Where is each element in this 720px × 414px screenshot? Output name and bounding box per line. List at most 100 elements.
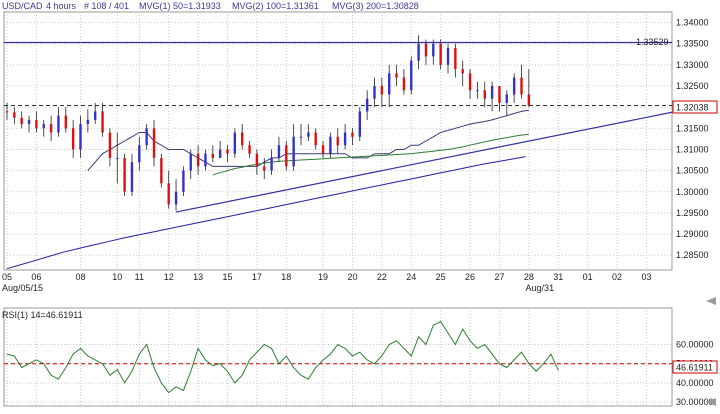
candle-body <box>461 69 464 74</box>
candle-body <box>167 183 170 205</box>
rsi-tick-label: 30.00000 <box>676 397 714 407</box>
candle-body <box>432 43 435 57</box>
candle-body <box>468 73 472 91</box>
price-tick-label: 1.30500 <box>676 166 709 176</box>
price-tick-label: 1.34000 <box>676 18 709 28</box>
candle-body <box>490 86 494 99</box>
candle-body <box>527 94 531 106</box>
time-tick-label: 27 <box>494 272 504 282</box>
level-label: 1.33529 <box>636 37 669 47</box>
candle-body <box>79 124 82 150</box>
time-tick-label: 20 <box>347 272 357 282</box>
current-price-tag <box>672 100 718 114</box>
candle-body <box>424 43 428 57</box>
candle-body <box>204 153 207 167</box>
candle-body <box>373 86 376 99</box>
price-tick-label: 1.33500 <box>676 39 709 49</box>
candle-body <box>365 98 369 112</box>
time-tick-label: 13 <box>193 272 203 282</box>
candle-body <box>138 145 141 163</box>
candle-body <box>20 117 23 125</box>
candle-body <box>218 149 222 158</box>
candle-body <box>263 166 266 171</box>
current-price-label: 1.32038 <box>676 103 709 113</box>
candle-body <box>336 136 339 146</box>
candle-body <box>388 73 391 95</box>
candle-body <box>483 90 486 99</box>
time-tick-label: 15 <box>222 272 232 282</box>
candle-body <box>446 47 450 65</box>
candle-body <box>160 157 163 184</box>
candle-body <box>439 43 442 65</box>
candle-body <box>307 132 310 137</box>
time-tick-label: 12 <box>164 272 174 282</box>
candle-body <box>505 94 508 103</box>
scroll-left-icon[interactable] <box>706 297 716 305</box>
candle-body <box>101 111 104 133</box>
candle-body <box>285 145 288 167</box>
time-tick-label: 05 <box>2 272 12 282</box>
date-label-aug31: Aug/31 <box>526 283 555 293</box>
time-tick-label: 11 <box>135 272 144 282</box>
candle-body <box>270 157 273 171</box>
header-bar-info: # 108 / 401 <box>84 1 129 11</box>
scroll-right-icon[interactable] <box>706 398 716 406</box>
price-tick-label: 1.30000 <box>676 187 709 197</box>
time-tick-label: 17 <box>252 272 262 282</box>
candle-body <box>314 132 317 146</box>
candle-body <box>380 86 384 95</box>
header-symbol: USD/CAD <box>2 1 43 11</box>
rsi-tick-label: 60.00000 <box>676 340 714 350</box>
price-tick-label: 1.33000 <box>676 60 709 70</box>
time-tick-label: 03 <box>641 272 651 282</box>
time-tick-label: 28 <box>524 272 534 282</box>
header-timeframe: 4 hours <box>46 1 77 11</box>
time-tick-label: 31 <box>553 272 563 282</box>
candle-body <box>226 149 229 154</box>
candle-body <box>292 136 295 167</box>
candle-body <box>248 145 251 154</box>
rsi-current-tag <box>672 360 718 374</box>
candle-body <box>402 77 406 91</box>
candle-body <box>410 60 413 91</box>
candle-body <box>241 132 244 146</box>
ma100-line <box>212 133 529 176</box>
rsi-title: RSI(1) 14=46.61911 <box>2 310 83 320</box>
candle-body <box>329 136 332 154</box>
header-ma2: MVG(2) 100=1.31361 <box>232 1 319 11</box>
time-tick-label: 24 <box>406 272 416 282</box>
time-tick-label: 18 <box>281 272 291 282</box>
candle-body <box>35 119 38 129</box>
candle-body <box>71 128 75 150</box>
candle-body <box>512 77 516 95</box>
candle-body <box>358 111 361 137</box>
candle-body <box>233 132 237 154</box>
ma200-line <box>6 156 526 270</box>
time-tick-label: 19 <box>318 272 328 282</box>
time-tick-label: 02 <box>612 272 622 282</box>
candle-body <box>42 124 45 129</box>
time-tick-label: 25 <box>436 272 446 282</box>
header-ma3: MVG(3) 200=1.30828 <box>332 1 419 11</box>
rsi-panel <box>3 307 673 407</box>
price-tick-label: 1.32500 <box>676 81 709 91</box>
candle-body <box>277 145 281 158</box>
time-tick-label: 06 <box>31 272 41 282</box>
candle-body <box>49 124 53 133</box>
candle-body <box>255 153 259 167</box>
candle-body <box>130 162 134 192</box>
candle-body <box>152 128 156 158</box>
candle-body <box>417 43 420 61</box>
candle-body <box>520 77 523 95</box>
price-tick-label: 1.31500 <box>676 123 709 133</box>
rsi-current-label: 46.61911 <box>676 363 713 373</box>
candle-body <box>5 111 9 113</box>
price-tick-label: 1.29000 <box>676 229 709 239</box>
candle-body <box>211 153 214 158</box>
price-tick-label: 1.28500 <box>676 250 709 260</box>
price-tick-label: 1.29500 <box>676 208 709 218</box>
ma50-line <box>87 109 529 171</box>
candle-body <box>94 111 97 120</box>
